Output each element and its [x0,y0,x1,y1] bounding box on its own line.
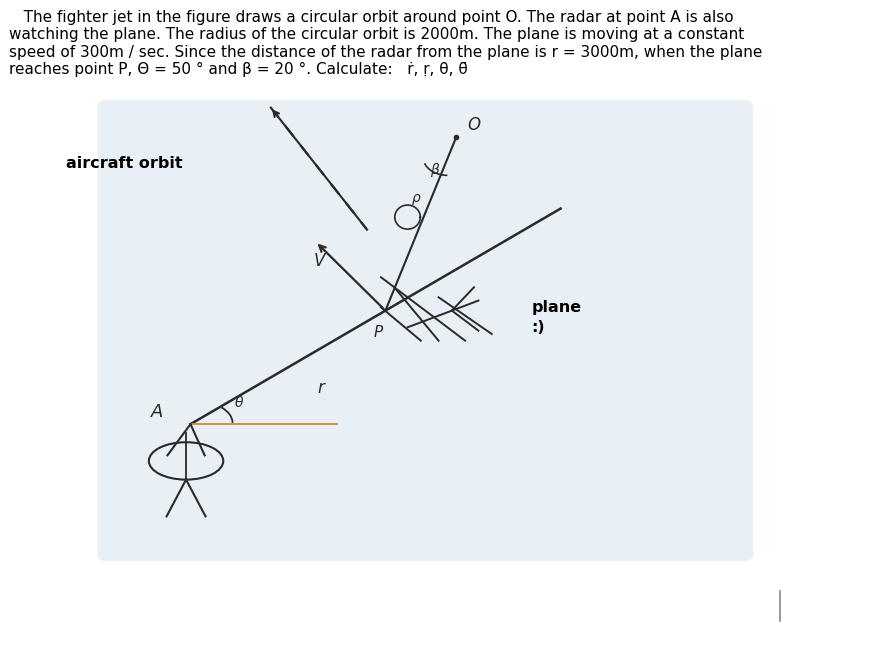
Text: A: A [151,403,163,421]
FancyBboxPatch shape [97,100,753,561]
Text: β: β [430,163,439,176]
Text: The fighter jet in the figure draws a circular orbit around point O. The radar a: The fighter jet in the figure draws a ci… [9,10,762,77]
Text: O: O [467,116,480,134]
Text: ρ: ρ [412,192,421,205]
Text: r: r [318,379,324,397]
Text: aircraft orbit: aircraft orbit [66,156,183,171]
Text: P: P [374,325,383,340]
Text: V: V [314,252,324,269]
Text: plane
:): plane :) [532,300,582,335]
Text: θ: θ [235,397,244,410]
